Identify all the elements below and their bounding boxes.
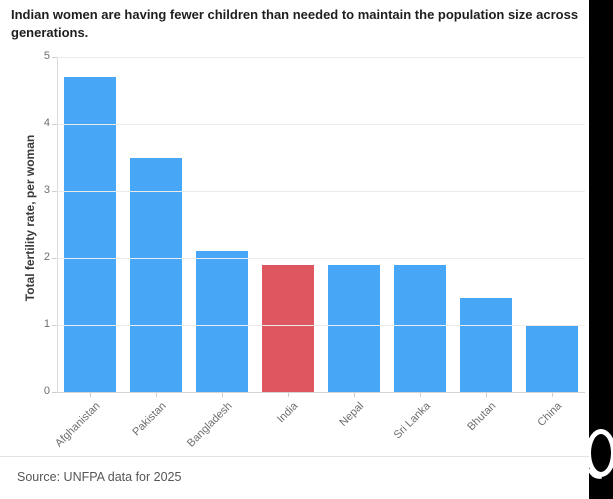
side-strip [589, 0, 613, 499]
y-tick-mark-0 [52, 392, 57, 393]
y-tick-label-0: 0 [43, 385, 50, 397]
partial-logo-arc-icon [589, 429, 613, 477]
bar-china [526, 325, 578, 392]
bar-bhutan [460, 298, 512, 392]
x-label-china: China [535, 400, 565, 429]
y-axis-line [57, 57, 58, 392]
x-label-pakistan: Pakistan [130, 400, 169, 439]
gridline-1 [57, 325, 585, 326]
chart-title: Indian women are having fewer children t… [11, 7, 579, 40]
x-tick-mark [420, 393, 421, 397]
y-tick-mark-3 [52, 191, 57, 192]
x-tick-mark [90, 393, 91, 397]
x-tick-mark [288, 393, 289, 397]
y-tick-label-1: 1 [43, 318, 50, 330]
x-tick-mark [222, 393, 223, 397]
y-axis-title: Total fertility rate, per woman [23, 134, 37, 302]
bar-bangladesh [196, 251, 248, 392]
bar-india [262, 264, 314, 392]
y-tick-mark-1 [52, 325, 57, 326]
x-label-afghanistan: Afghanistan [52, 400, 103, 450]
gridline-5 [57, 57, 585, 58]
source-note: Source: UNFPA data for 2025 [17, 470, 182, 484]
y-tick-mark-5 [52, 57, 57, 58]
y-tick-label-2: 2 [43, 251, 50, 263]
y-tick-mark-2 [52, 258, 57, 259]
x-tick-mark [552, 393, 553, 397]
bar-afghanistan [64, 77, 116, 392]
x-tick-mark [354, 393, 355, 397]
gridline-4 [57, 124, 585, 125]
bar-sri-lanka [394, 264, 446, 392]
footer-divider [0, 456, 589, 457]
y-tick-mark-4 [52, 124, 57, 125]
x-tick-mark [486, 393, 487, 397]
x-tick-mark [156, 393, 157, 397]
y-tick-label-4: 4 [43, 117, 50, 129]
x-label-bhutan: Bhutan [465, 400, 499, 434]
y-tick-label-5: 5 [43, 50, 50, 62]
x-label-bangladesh: Bangladesh [184, 400, 235, 450]
x-label-sri-lanka: Sri Lanka [391, 400, 433, 442]
bar-pakistan [130, 157, 182, 392]
x-label-nepal: Nepal [337, 400, 367, 429]
gridline-3 [57, 191, 585, 192]
gridline-0 [57, 392, 585, 393]
bar-nepal [328, 264, 380, 392]
y-tick-label-3: 3 [43, 184, 50, 196]
partial-logo-tail-icon [589, 466, 603, 482]
gridline-2 [57, 258, 585, 259]
x-label-india: India [275, 400, 301, 426]
